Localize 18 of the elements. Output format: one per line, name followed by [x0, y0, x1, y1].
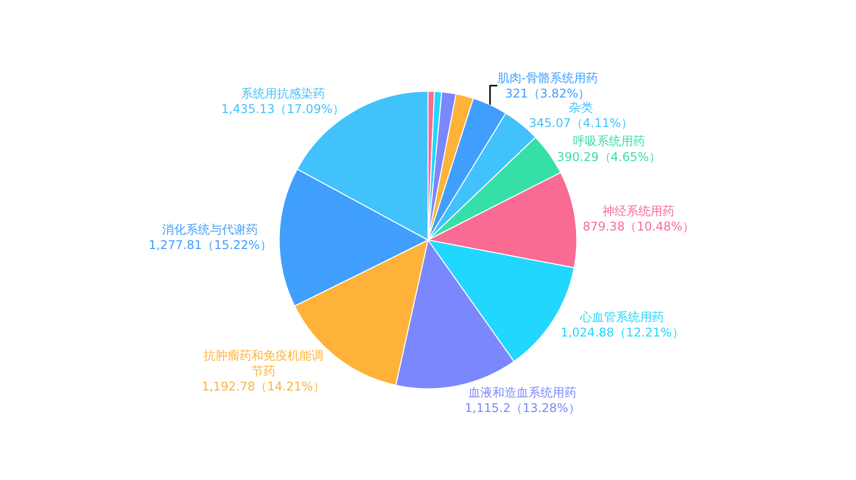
data-label: 345.07（4.11%） [528, 116, 633, 130]
slice-label: 心血管系统用药 [579, 310, 664, 324]
data-label: 1,435.13（17.09%） [221, 102, 344, 116]
slice-label: 血液和造血系统用药 [468, 385, 577, 400]
data-label: 1,192.78（14.21%） [202, 380, 325, 394]
data-label: 1,277.81（15.22%） [148, 238, 272, 252]
data-label: 1,024.88（12.21%） [560, 326, 684, 340]
data-label: 321（3.82%） [505, 86, 590, 100]
slice-label: 消化系统与代谢药 [162, 222, 258, 236]
slice-label: 系统用抗感染药 [240, 86, 325, 100]
slice-label: 呼吸系统用药 [572, 134, 645, 148]
data-label: 879.38（10.48%） [582, 220, 694, 234]
data-label: 1,115.2（13.28%） [464, 400, 580, 415]
slice-label: 神经系统用药 [602, 204, 675, 218]
slice-label: 杂类 [568, 100, 593, 114]
slice-label: 抗肿瘤药和免疫机能调节药 [203, 348, 324, 378]
data-label: 390.29（4.65%） [556, 150, 661, 164]
slice-label: 肌肉-骨骼系统用药 [497, 70, 598, 85]
